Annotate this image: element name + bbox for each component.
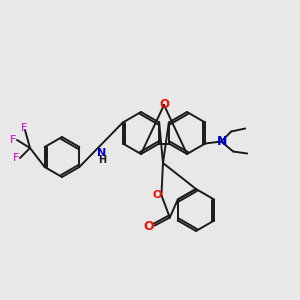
Text: N: N bbox=[217, 135, 227, 148]
Text: H: H bbox=[98, 155, 106, 165]
Text: F: F bbox=[10, 135, 16, 145]
Text: F: F bbox=[13, 153, 19, 163]
Text: O: O bbox=[159, 98, 169, 112]
Text: F: F bbox=[21, 123, 27, 133]
Text: O: O bbox=[143, 220, 154, 233]
Text: N: N bbox=[98, 148, 107, 158]
Text: O: O bbox=[153, 190, 162, 200]
